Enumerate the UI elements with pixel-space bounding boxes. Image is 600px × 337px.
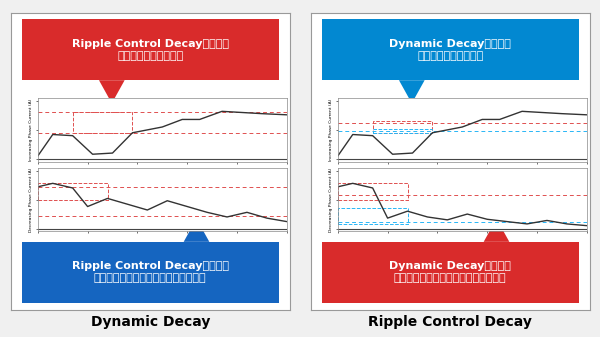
Bar	[73, 113, 133, 133]
Polygon shape	[184, 219, 209, 242]
Text: Ripple Control Decay: Ripple Control Decay	[368, 314, 532, 329]
Text: Dynamic Decay: Dynamic Decay	[91, 314, 210, 329]
Polygon shape	[484, 219, 509, 242]
Text: Dynamic Decayに比べて
電流リプルが小さい。: Dynamic Decayに比べて 電流リプルが小さい。	[389, 39, 511, 61]
Bar	[338, 183, 407, 200]
Text: Dynamic Decayに比べて
スイッチング周波数の変動が大きい。: Dynamic Decayに比べて スイッチング周波数の変動が大きい。	[389, 262, 511, 283]
Bar	[322, 20, 578, 80]
Bar	[338, 208, 407, 224]
Bar	[22, 242, 278, 303]
Text: Ripple Control Decayに比べて
スイッチング周波数の変動が小さい。: Ripple Control Decayに比べて スイッチング周波数の変動が小さ…	[72, 262, 229, 283]
Y-axis label: Increasing Phase Current (A): Increasing Phase Current (A)	[29, 99, 33, 161]
Bar	[38, 183, 107, 200]
Text: Ripple Control Decayに比べて
電流リプルが大きい。: Ripple Control Decayに比べて 電流リプルが大きい。	[72, 39, 229, 61]
Bar	[322, 242, 578, 303]
Polygon shape	[99, 80, 125, 103]
Bar	[373, 129, 433, 133]
Bar	[373, 121, 433, 133]
Bar	[22, 20, 278, 80]
Y-axis label: Increasing Phase Current (A): Increasing Phase Current (A)	[329, 99, 333, 161]
Polygon shape	[399, 80, 425, 103]
Y-axis label: Decreasing Phase Current (A): Decreasing Phase Current (A)	[29, 167, 33, 232]
Y-axis label: Decreasing Phase Current (A): Decreasing Phase Current (A)	[329, 167, 333, 232]
